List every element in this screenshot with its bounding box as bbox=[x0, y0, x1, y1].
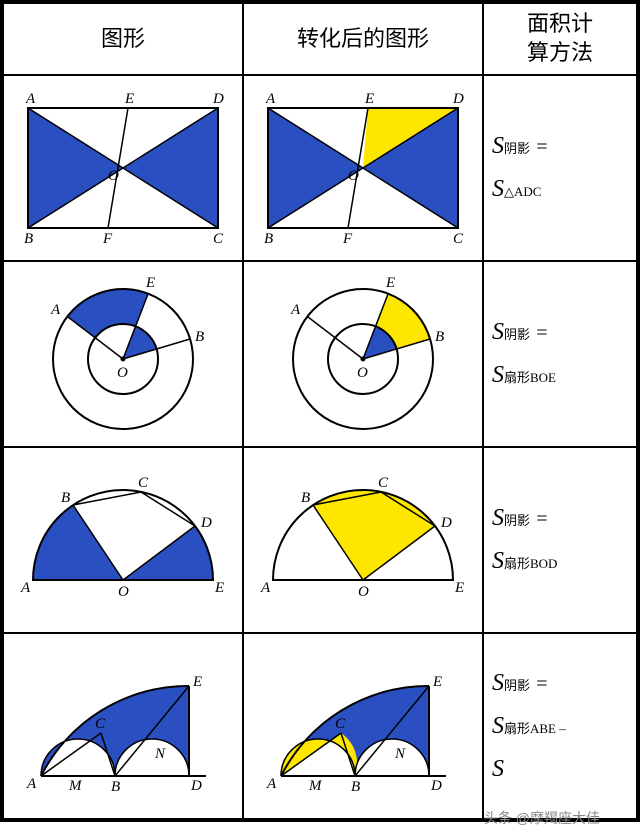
svg-text:O: O bbox=[117, 365, 128, 381]
header-col2: 转化后的图形 bbox=[243, 3, 483, 75]
r3-transformed: A B C D E O bbox=[243, 447, 483, 633]
r2-transformed: A E B O bbox=[243, 261, 483, 447]
svg-text:O: O bbox=[108, 168, 119, 184]
svg-text:B: B bbox=[24, 231, 33, 247]
header-col3: 面积计 算方法 bbox=[483, 3, 637, 75]
svg-text:D: D bbox=[440, 515, 452, 531]
svg-text:C: C bbox=[213, 231, 224, 247]
r1-transformed: A E D B F C O bbox=[243, 75, 483, 261]
svg-text:E: E bbox=[432, 674, 442, 690]
svg-text:A: A bbox=[290, 302, 301, 318]
svg-text:C: C bbox=[335, 716, 346, 732]
svg-text:B: B bbox=[301, 490, 310, 506]
svg-text:C: C bbox=[138, 475, 149, 491]
r3-formula: S阴影 = S扇形BOD bbox=[483, 447, 637, 633]
svg-text:A: A bbox=[25, 91, 36, 107]
svg-text:D: D bbox=[190, 778, 202, 794]
svg-text:A: A bbox=[26, 776, 37, 792]
svg-text:N: N bbox=[394, 746, 406, 762]
svg-text:B: B bbox=[111, 779, 120, 795]
diagram-table: 图形 转化后的图形 面积计 算方法 A E D B F C O bbox=[0, 0, 640, 822]
watermark: 头条 @摩羯座大佳 bbox=[484, 808, 600, 828]
svg-text:B: B bbox=[195, 329, 204, 345]
r4-original: A M B C N D E bbox=[3, 633, 243, 819]
r4-formula: S阴影 = S扇形ABE – S bbox=[483, 633, 637, 819]
header-col1: 图形 bbox=[3, 3, 243, 75]
svg-text:E: E bbox=[192, 674, 202, 690]
svg-text:A: A bbox=[265, 91, 276, 107]
svg-text:E: E bbox=[454, 580, 464, 596]
r1-original: A E D B F C O bbox=[3, 75, 243, 261]
svg-text:O: O bbox=[357, 365, 368, 381]
svg-text:D: D bbox=[212, 91, 224, 107]
r2-original: A E B O bbox=[3, 261, 243, 447]
svg-text:E: E bbox=[385, 275, 395, 291]
svg-text:E: E bbox=[364, 91, 374, 107]
svg-text:D: D bbox=[200, 515, 212, 531]
svg-text:O: O bbox=[118, 584, 129, 600]
r4-transformed: A M B C N D E bbox=[243, 633, 483, 819]
svg-text:F: F bbox=[102, 231, 113, 247]
svg-text:C: C bbox=[453, 231, 464, 247]
svg-text:B: B bbox=[61, 490, 70, 506]
svg-text:D: D bbox=[430, 778, 442, 794]
svg-text:M: M bbox=[308, 778, 323, 794]
svg-text:D: D bbox=[452, 91, 464, 107]
svg-text:O: O bbox=[358, 584, 369, 600]
svg-text:M: M bbox=[68, 778, 83, 794]
svg-text:A: A bbox=[20, 580, 31, 596]
svg-text:B: B bbox=[435, 329, 444, 345]
svg-text:B: B bbox=[351, 779, 360, 795]
svg-text:B: B bbox=[264, 231, 273, 247]
svg-text:C: C bbox=[378, 475, 389, 491]
svg-text:E: E bbox=[214, 580, 224, 596]
svg-text:A: A bbox=[50, 302, 61, 318]
svg-text:A: A bbox=[266, 776, 277, 792]
svg-text:F: F bbox=[342, 231, 353, 247]
svg-text:N: N bbox=[154, 746, 166, 762]
svg-text:E: E bbox=[124, 91, 134, 107]
r2-formula: S阴影 = S扇形BOE bbox=[483, 261, 637, 447]
svg-text:O: O bbox=[348, 168, 359, 184]
svg-text:E: E bbox=[145, 275, 155, 291]
r1-formula: S阴影 = S△ADC bbox=[483, 75, 637, 261]
svg-text:A: A bbox=[260, 580, 271, 596]
r3-original: A B C D E O bbox=[3, 447, 243, 633]
svg-text:C: C bbox=[95, 716, 106, 732]
